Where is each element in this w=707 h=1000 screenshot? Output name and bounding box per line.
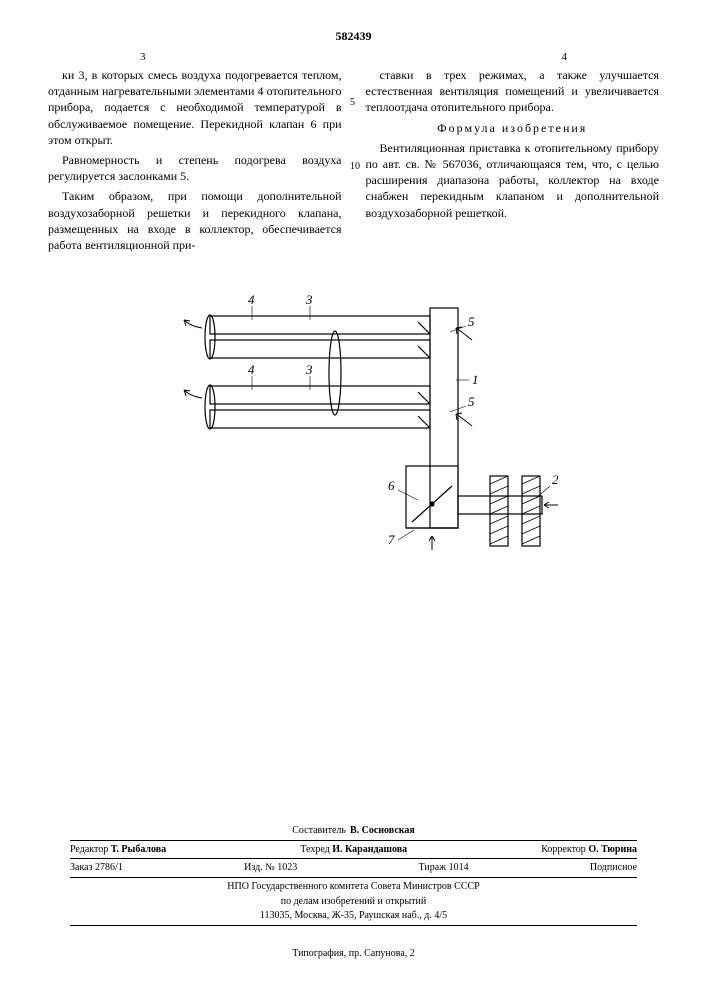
fig-label-2: 2 xyxy=(552,472,559,487)
col-num-right: 4 xyxy=(562,50,568,65)
patent-number: 582439 xyxy=(0,0,707,44)
editor-name: Т. Рыбалова xyxy=(111,844,166,855)
right-column: ставки в трех режимах, а также улучшаетс… xyxy=(366,67,660,257)
org-address: 113035, Москва, Ж-35, Раушская наб., д. … xyxy=(70,909,637,923)
order-number: Заказ 2786/1 xyxy=(70,861,123,875)
fig-label-7: 7 xyxy=(388,532,395,547)
fig-label-3a: 3 xyxy=(305,292,313,307)
left-p2: Равномерность и степень подогрева воздух… xyxy=(48,152,342,184)
col-num-left: 3 xyxy=(140,50,146,65)
fig-label-6: 6 xyxy=(388,478,395,493)
fig-label-5b: 5 xyxy=(468,394,475,409)
org-line-2: по делам изобретений и открытий xyxy=(70,895,637,909)
fig-label-4a: 4 xyxy=(248,292,255,307)
right-p1: ставки в трех режимах, а также улучшаетс… xyxy=(366,67,660,116)
fig-label-5a: 5 xyxy=(468,314,475,329)
footer: Составитель В. Сосновская Редактор Т. Ры… xyxy=(70,822,637,930)
left-p1: ки 3, в которых смесь воздуха подогревае… xyxy=(48,67,342,148)
left-p3: Таким образом, при помощи дополнительной… xyxy=(48,188,342,253)
corrector-name: О. Тюрина xyxy=(588,844,637,855)
subscription: Подписное xyxy=(590,861,637,875)
column-numbers: 3 4 xyxy=(0,44,707,67)
org-line-1: НПО Государственного комитета Совета Мин… xyxy=(70,877,637,896)
typography-line: Типография, пр. Сапунова, 2 xyxy=(0,947,707,961)
tech-name: И. Карандашова xyxy=(332,844,407,855)
margin-line-10: 10 xyxy=(350,160,360,174)
compiler-label: Составитель xyxy=(292,824,346,838)
right-p2: Вентиляционная приставка к отопительному… xyxy=(366,140,660,221)
editor-label: Редактор xyxy=(70,844,108,855)
corrector-label: Корректор xyxy=(541,844,586,855)
margin-line-5: 5 xyxy=(350,96,355,110)
circulation: Тираж 1014 xyxy=(419,861,469,875)
technical-drawing: 1 2 3 3 4 4 5 5 6 7 xyxy=(160,288,560,588)
fig-label-3b: 3 xyxy=(305,362,313,377)
fig-label-1: 1 xyxy=(472,372,479,387)
tech-label: Техред xyxy=(300,844,329,855)
edition-number: Изд. № 1023 xyxy=(244,861,297,875)
left-column: ки 3, в которых смесь воздуха подогревае… xyxy=(48,67,342,257)
fig-label-4b: 4 xyxy=(248,362,255,377)
formula-title: Формула изобретения xyxy=(366,120,660,136)
compiler-name: В. Сосновская xyxy=(350,824,415,838)
